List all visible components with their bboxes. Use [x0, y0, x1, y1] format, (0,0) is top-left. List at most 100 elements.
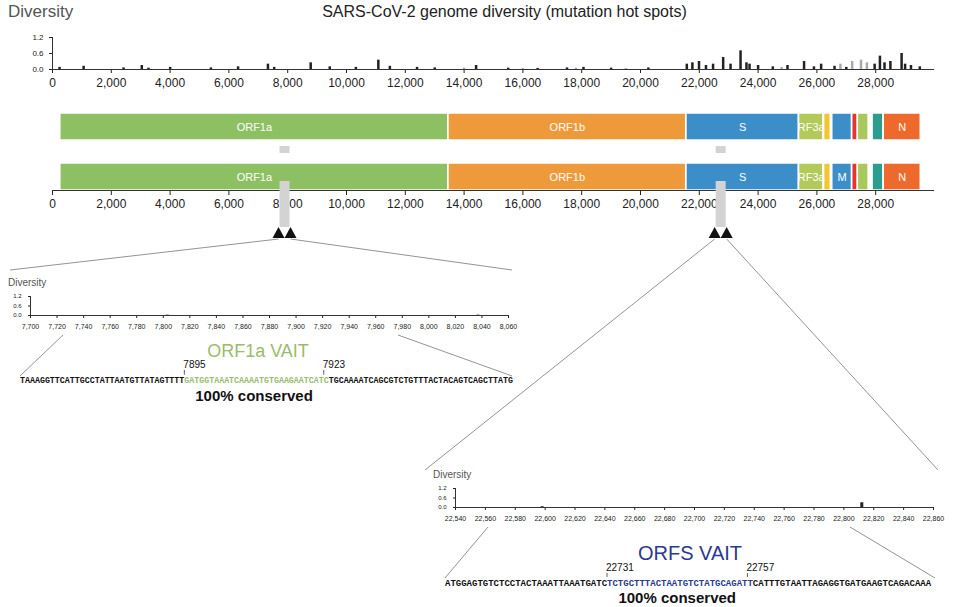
svg-text:RF3a: RF3a — [798, 171, 826, 183]
svg-text:20,000: 20,000 — [622, 197, 659, 211]
svg-text:ORF1a: ORF1a — [237, 171, 273, 183]
svg-text:8,000: 8,000 — [420, 323, 438, 330]
svg-text:12,000: 12,000 — [387, 197, 424, 211]
svg-text:22,840: 22,840 — [893, 515, 915, 522]
svg-text:22,700: 22,700 — [684, 515, 706, 522]
svg-text:22,760: 22,760 — [773, 515, 795, 522]
svg-text:7,700: 7,700 — [22, 323, 40, 330]
svg-text:22,740: 22,740 — [744, 515, 766, 522]
svg-text:22,620: 22,620 — [564, 515, 586, 522]
svg-text:7,760: 7,760 — [101, 323, 119, 330]
svg-text:8,040: 8,040 — [473, 323, 491, 330]
svg-text:22,800: 22,800 — [833, 515, 855, 522]
svg-text:ORF1b: ORF1b — [550, 121, 585, 133]
svg-text:22,680: 22,680 — [654, 515, 676, 522]
svg-text:24,000: 24,000 — [740, 76, 777, 90]
svg-text:7,940: 7,940 — [340, 323, 358, 330]
svg-text:7,920: 7,920 — [314, 323, 332, 330]
html-text:Diversity: Diversity — [8, 277, 47, 288]
svg-text:22,560: 22,560 — [475, 515, 497, 522]
svg-text:22731: 22731 — [606, 562, 634, 573]
svg-text:S: S — [739, 171, 746, 183]
svg-text:26,000: 26,000 — [799, 76, 836, 90]
svg-text:8,000: 8,000 — [273, 197, 303, 211]
svg-text:RF3a: RF3a — [798, 121, 826, 133]
svg-text:20,000: 20,000 — [622, 76, 659, 90]
svg-text:7,980: 7,980 — [394, 323, 412, 330]
svg-text:0.6: 0.6 — [32, 49, 44, 58]
svg-text:22,540: 22,540 — [445, 515, 467, 522]
svg-text:0: 0 — [49, 197, 56, 211]
svg-text:7,800: 7,800 — [155, 323, 173, 330]
svg-text:7,860: 7,860 — [234, 323, 252, 330]
html-text:Diversity: Diversity — [433, 469, 472, 480]
svg-text:N: N — [898, 121, 906, 133]
svg-text:7,820: 7,820 — [181, 323, 199, 330]
svg-text:1.2: 1.2 — [438, 485, 447, 491]
svg-text:26,000: 26,000 — [799, 197, 836, 211]
svg-text:22,820: 22,820 — [863, 515, 885, 522]
svg-text:10,000: 10,000 — [328, 76, 365, 90]
svg-text:8,000: 8,000 — [273, 76, 303, 90]
svg-text:22,780: 22,780 — [803, 515, 825, 522]
svg-text:7,900: 7,900 — [287, 323, 305, 330]
svg-text:8,060: 8,060 — [500, 323, 518, 330]
svg-text:22,000: 22,000 — [681, 197, 718, 211]
svg-text:0: 0 — [49, 76, 56, 90]
svg-text:TAAAGGTTCATTGCCTATTAATGTTATAGT: TAAAGGTTCATTGCCTATTAATGTTATAGTTTTGATGGTA… — [20, 376, 513, 385]
svg-text:7,960: 7,960 — [367, 323, 385, 330]
svg-text:4,000: 4,000 — [155, 197, 185, 211]
html-text:Diversity: Diversity — [8, 2, 74, 21]
svg-text:22757: 22757 — [746, 562, 774, 573]
svg-text:ORFS VAIT: ORFS VAIT — [638, 542, 742, 564]
svg-text:6,000: 6,000 — [214, 197, 244, 211]
svg-text:14,000: 14,000 — [446, 76, 483, 90]
svg-text:7923: 7923 — [323, 359, 346, 370]
svg-text:22,580: 22,580 — [505, 515, 527, 522]
svg-text:100% conserved: 100% conserved — [195, 387, 313, 404]
html-text:SARS-CoV-2 genome diversity (m: SARS-CoV-2 genome diversity (mutation ho… — [322, 3, 687, 20]
svg-text:22,720: 22,720 — [714, 515, 736, 522]
svg-text:0.6: 0.6 — [438, 495, 447, 501]
svg-text:7,780: 7,780 — [128, 323, 146, 330]
svg-text:18,000: 18,000 — [563, 76, 600, 90]
svg-text:12,000: 12,000 — [387, 76, 424, 90]
svg-text:16,000: 16,000 — [505, 197, 542, 211]
svg-text:7,840: 7,840 — [208, 323, 226, 330]
svg-text:28,000: 28,000 — [857, 76, 894, 90]
svg-text:ATGGAGTGTCTCCTACTAAATTAAATGATC: ATGGAGTGTCTCCTACTAAATTAAATGATCTCTGCTTTAC… — [445, 579, 932, 589]
svg-text:0.6: 0.6 — [13, 303, 22, 309]
svg-text:0.0: 0.0 — [32, 65, 44, 74]
svg-text:22,660: 22,660 — [624, 515, 646, 522]
svg-text:1.2: 1.2 — [32, 33, 44, 42]
svg-text:24,000: 24,000 — [740, 197, 777, 211]
svg-text:7,740: 7,740 — [75, 323, 93, 330]
svg-text:8,020: 8,020 — [447, 323, 465, 330]
svg-text:S: S — [739, 121, 746, 133]
svg-text:N: N — [898, 171, 906, 183]
svg-text:22,600: 22,600 — [534, 515, 556, 522]
svg-text:28,000: 28,000 — [857, 197, 894, 211]
svg-text:16,000: 16,000 — [505, 76, 542, 90]
svg-text:2,000: 2,000 — [96, 76, 126, 90]
svg-text:7,720: 7,720 — [48, 323, 66, 330]
svg-text:0.0: 0.0 — [438, 504, 447, 510]
svg-text:100% conserved: 100% conserved — [618, 589, 736, 606]
svg-text:1.2: 1.2 — [13, 293, 22, 299]
svg-text:7,880: 7,880 — [261, 323, 279, 330]
svg-text:ORF1a: ORF1a — [237, 121, 273, 133]
svg-text:0.0: 0.0 — [13, 312, 22, 318]
svg-text:22,640: 22,640 — [594, 515, 616, 522]
svg-text:2,000: 2,000 — [96, 197, 126, 211]
svg-text:10,000: 10,000 — [328, 197, 365, 211]
svg-text:ORF1a VAIT: ORF1a VAIT — [207, 341, 309, 361]
svg-text:18,000: 18,000 — [563, 197, 600, 211]
svg-text:ORF1b: ORF1b — [550, 171, 585, 183]
svg-text:7895: 7895 — [183, 359, 206, 370]
svg-text:14,000: 14,000 — [446, 197, 483, 211]
svg-text:6,000: 6,000 — [214, 76, 244, 90]
svg-text:22,000: 22,000 — [681, 76, 718, 90]
svg-text:M: M — [838, 171, 847, 183]
svg-text:22,860: 22,860 — [923, 515, 945, 522]
svg-text:4,000: 4,000 — [155, 76, 185, 90]
